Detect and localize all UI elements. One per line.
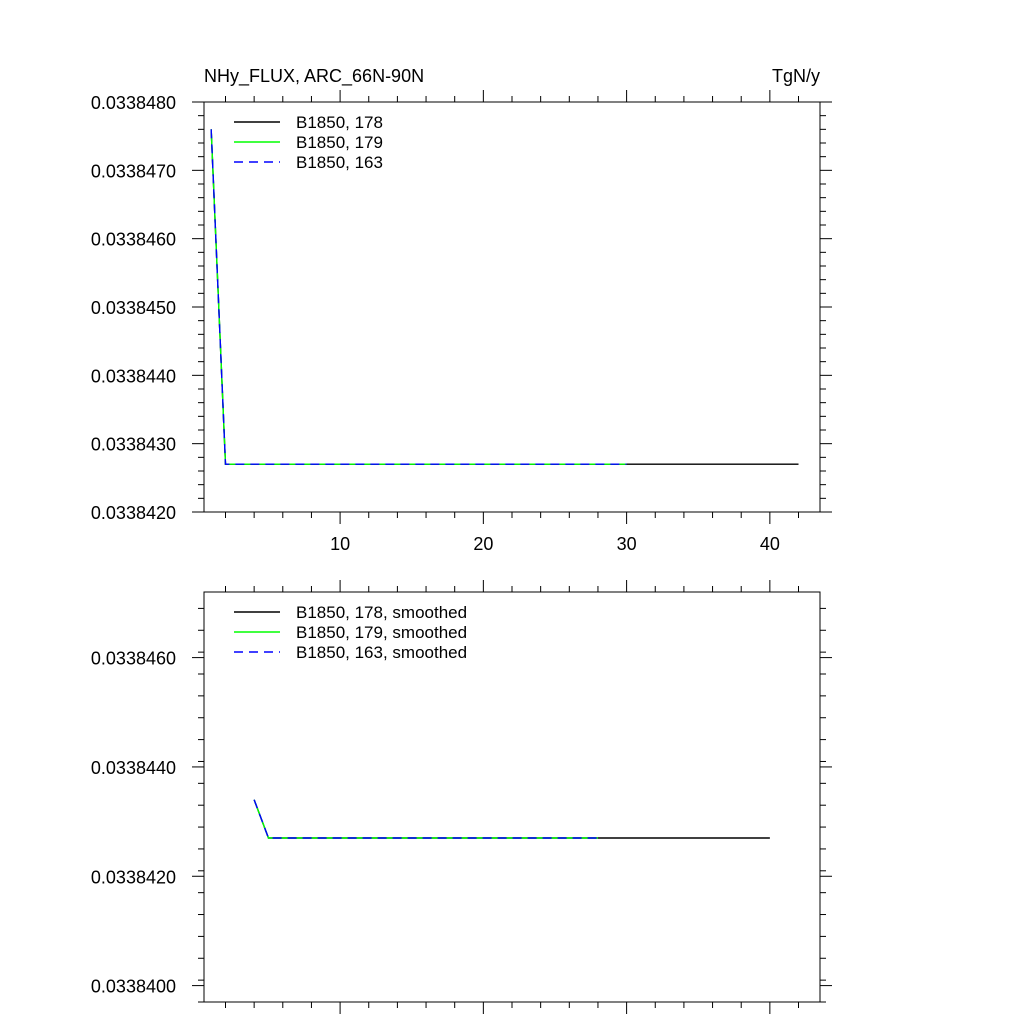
bottom-y-tick-label: 0.0338400 <box>91 977 176 997</box>
bottom-series-line-2 <box>253 799 598 839</box>
top-x-tick-label: 30 <box>617 534 637 554</box>
top-series-line-1 <box>210 129 799 465</box>
top-y-tick-label: 0.0338460 <box>91 230 176 250</box>
top-legend-label-2: B1850, 179 <box>296 133 383 152</box>
top-x-tick-label: 40 <box>760 534 780 554</box>
top-legend-label-1: B1850, 178 <box>296 113 383 132</box>
bottom-series-line-3 <box>253 799 598 839</box>
top-chart-title: NHy_FLUX, ARC_66N-90N <box>204 66 424 87</box>
top-y-tick-label: 0.0338480 <box>91 93 176 113</box>
top-y-tick-label: 0.0338450 <box>91 298 176 318</box>
top-units-label: TgN/y <box>772 66 820 86</box>
top-series-line-2 <box>210 129 627 465</box>
top-y-tick-label: 0.0338430 <box>91 435 176 455</box>
bottom-legend-label-3: B1850, 163, smoothed <box>296 643 467 662</box>
top-y-tick-label: 0.0338420 <box>91 503 176 523</box>
top-series-line-3 <box>210 129 627 465</box>
bottom-panel: 0.0338400 0.0338420 0.0338440 0.0338460 B185… <box>91 580 832 1014</box>
bottom-legend-label-2: B1850, 179, smoothed <box>296 623 467 642</box>
bottom-legend-label-1: B1850, 178, smoothed <box>296 603 467 622</box>
top-y-tick-label: 0.0338470 <box>91 161 176 181</box>
bottom-series-line-1 <box>253 799 770 839</box>
top-panel: 10 20 30 40 0.0338420 0.0338430 0.0338440 0.033… <box>91 66 832 554</box>
bottom-y-tick-label: 0.0338440 <box>91 758 176 778</box>
bottom-y-tick-label: 0.0338460 <box>91 649 176 669</box>
top-legend-label-3: B1850, 163 <box>296 153 383 172</box>
top-x-tick-label: 10 <box>330 534 350 554</box>
top-x-tick-label: 20 <box>473 534 493 554</box>
top-y-tick-label: 0.0338440 <box>91 366 176 386</box>
bottom-y-tick-label: 0.0338420 <box>91 867 176 887</box>
